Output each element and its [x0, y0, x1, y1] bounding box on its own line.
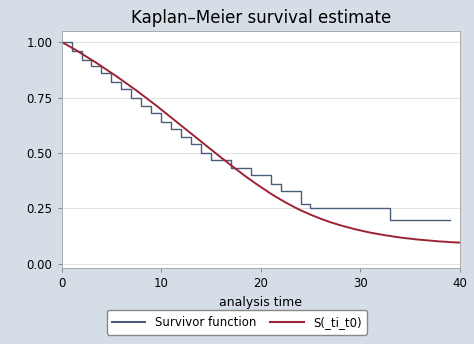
X-axis label: analysis time: analysis time — [219, 296, 302, 309]
Legend: Survivor function, S(_ti_t0): Survivor function, S(_ti_t0) — [107, 310, 367, 335]
Title: Kaplan–Meier survival estimate: Kaplan–Meier survival estimate — [130, 9, 391, 26]
